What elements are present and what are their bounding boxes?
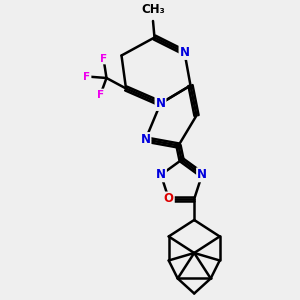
Text: F: F: [100, 53, 107, 64]
Text: O: O: [164, 193, 174, 206]
Text: F: F: [97, 89, 104, 100]
Text: N: N: [179, 46, 190, 59]
Text: N: N: [140, 133, 151, 146]
Text: N: N: [197, 168, 207, 181]
Text: F: F: [83, 71, 91, 82]
Text: N: N: [155, 97, 166, 110]
Text: N: N: [156, 168, 166, 181]
Text: CH₃: CH₃: [141, 3, 165, 16]
